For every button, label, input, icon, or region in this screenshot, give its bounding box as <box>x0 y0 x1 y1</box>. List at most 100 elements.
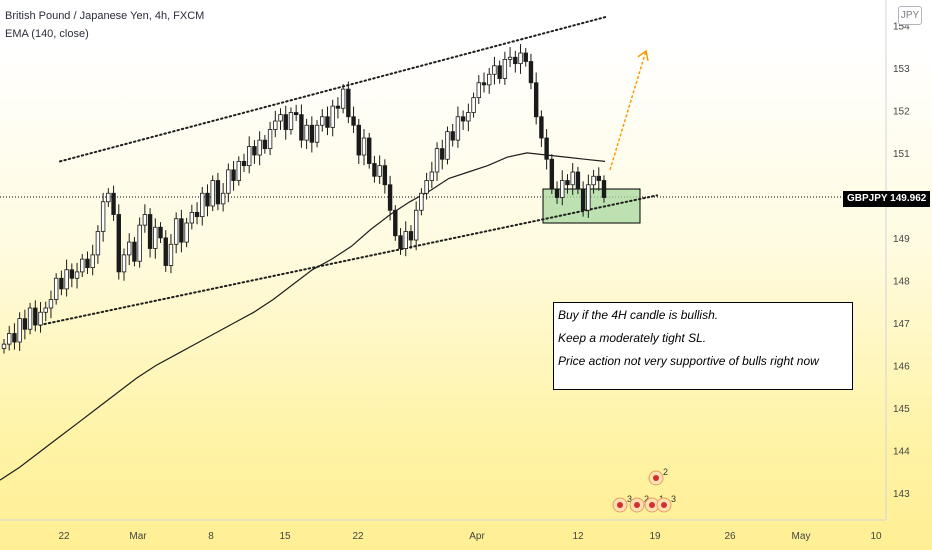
event-flag-dot <box>661 502 667 508</box>
candle-body <box>64 269 69 290</box>
candle-body <box>471 97 476 113</box>
candle-body <box>189 211 195 224</box>
x-tick-label: Apr <box>469 531 485 542</box>
candle-body <box>304 124 309 141</box>
candle-body <box>247 146 252 167</box>
candle-body <box>476 82 481 99</box>
candle-body <box>288 112 294 130</box>
candle-body <box>346 88 351 118</box>
candle-body <box>356 124 361 156</box>
x-tick-label: 15 <box>279 531 291 542</box>
candle-body <box>429 171 435 181</box>
candle-body <box>309 124 315 143</box>
candle-body <box>533 82 539 118</box>
lower-trendline <box>39 194 658 327</box>
candle-body <box>565 180 570 186</box>
candle-body <box>210 180 215 207</box>
candle-body <box>27 307 33 330</box>
candle-body <box>460 116 466 122</box>
candle-body <box>142 214 148 226</box>
event-flag-dot <box>653 475 659 481</box>
candle-body <box>601 180 607 198</box>
candle-body <box>17 318 22 343</box>
candle-body <box>408 231 414 241</box>
indicator-label[interactable]: EMA (140, close) <box>5 28 89 40</box>
candle-body <box>361 137 367 156</box>
candle-body <box>215 180 221 205</box>
last-price-tag: GBPJPY 149.962 <box>843 191 931 207</box>
x-tick-label: Mar <box>129 531 147 542</box>
currency-badge[interactable]: JPY <box>898 6 922 25</box>
candle-body <box>137 224 142 262</box>
candle-body <box>481 82 487 86</box>
x-tick-label: 22 <box>58 531 70 542</box>
candle-body <box>241 160 247 167</box>
candle-body <box>184 222 189 243</box>
chart-title[interactable]: British Pound / Japanese Yen, 4h, FXCM <box>5 10 205 22</box>
y-tick-label: 144 <box>893 446 910 457</box>
candle-body <box>330 105 335 128</box>
candle-body <box>586 184 591 211</box>
candle-body <box>570 171 575 186</box>
candle-body <box>22 318 28 330</box>
y-tick-label: 153 <box>893 64 910 75</box>
candle-body <box>220 192 226 205</box>
candle-body <box>236 160 241 181</box>
event-flag-dot <box>617 502 623 508</box>
candle-body <box>393 209 398 237</box>
y-tick-label: 152 <box>893 106 910 117</box>
projection-arrow-line <box>609 50 647 171</box>
candle-body <box>173 218 179 245</box>
candle-body <box>523 52 528 62</box>
y-tick-label: 151 <box>893 149 910 160</box>
candle-body <box>106 192 111 203</box>
candle-body <box>351 116 356 126</box>
candle-body <box>7 333 12 345</box>
candle-body <box>424 180 429 194</box>
candle-body <box>1 343 7 349</box>
candle-body <box>528 61 534 84</box>
candle-body <box>48 299 54 309</box>
candle-body <box>560 180 565 198</box>
x-tick-label: May <box>792 531 811 542</box>
candle-body <box>445 131 450 160</box>
candle-body <box>325 116 330 128</box>
candle-body <box>377 165 382 177</box>
y-tick-label: 143 <box>893 489 910 500</box>
candle-body <box>74 271 80 279</box>
candle-body <box>434 148 440 173</box>
candle-body <box>513 56 518 65</box>
x-tick-label: 26 <box>724 531 736 542</box>
candle-body <box>194 211 200 218</box>
candle-body <box>179 218 184 243</box>
candle-body <box>163 237 168 266</box>
note-line-2: Keep a moderately tight SL. <box>558 331 707 345</box>
candle-body <box>544 137 549 160</box>
candle-body <box>95 231 101 256</box>
candle-body <box>111 192 116 215</box>
candle-body <box>200 192 205 218</box>
candle-body <box>168 243 174 266</box>
candle-body <box>340 88 346 109</box>
candle-body <box>575 171 581 190</box>
candle-body <box>231 169 236 181</box>
candle-body <box>80 258 85 273</box>
candle-body <box>226 169 231 194</box>
candle-body <box>507 56 513 60</box>
candle-body <box>147 214 153 249</box>
candle-body <box>153 226 158 249</box>
note-line-1: Buy if the 4H candle is bullish. <box>558 308 719 322</box>
candle-body <box>403 231 408 249</box>
trade-note-box[interactable]: Buy if the 4H candle is bullish. Keep a … <box>553 302 853 390</box>
candle-body <box>116 214 121 273</box>
candle-body <box>43 307 48 313</box>
candle-body <box>591 175 596 186</box>
candle-body <box>100 201 106 232</box>
candle-body <box>335 105 341 109</box>
event-count-label: 3 <box>671 494 676 504</box>
candle-body <box>262 139 268 150</box>
candle-body <box>450 131 455 141</box>
candle-body <box>59 277 64 290</box>
event-count-label: 2 <box>644 494 649 504</box>
